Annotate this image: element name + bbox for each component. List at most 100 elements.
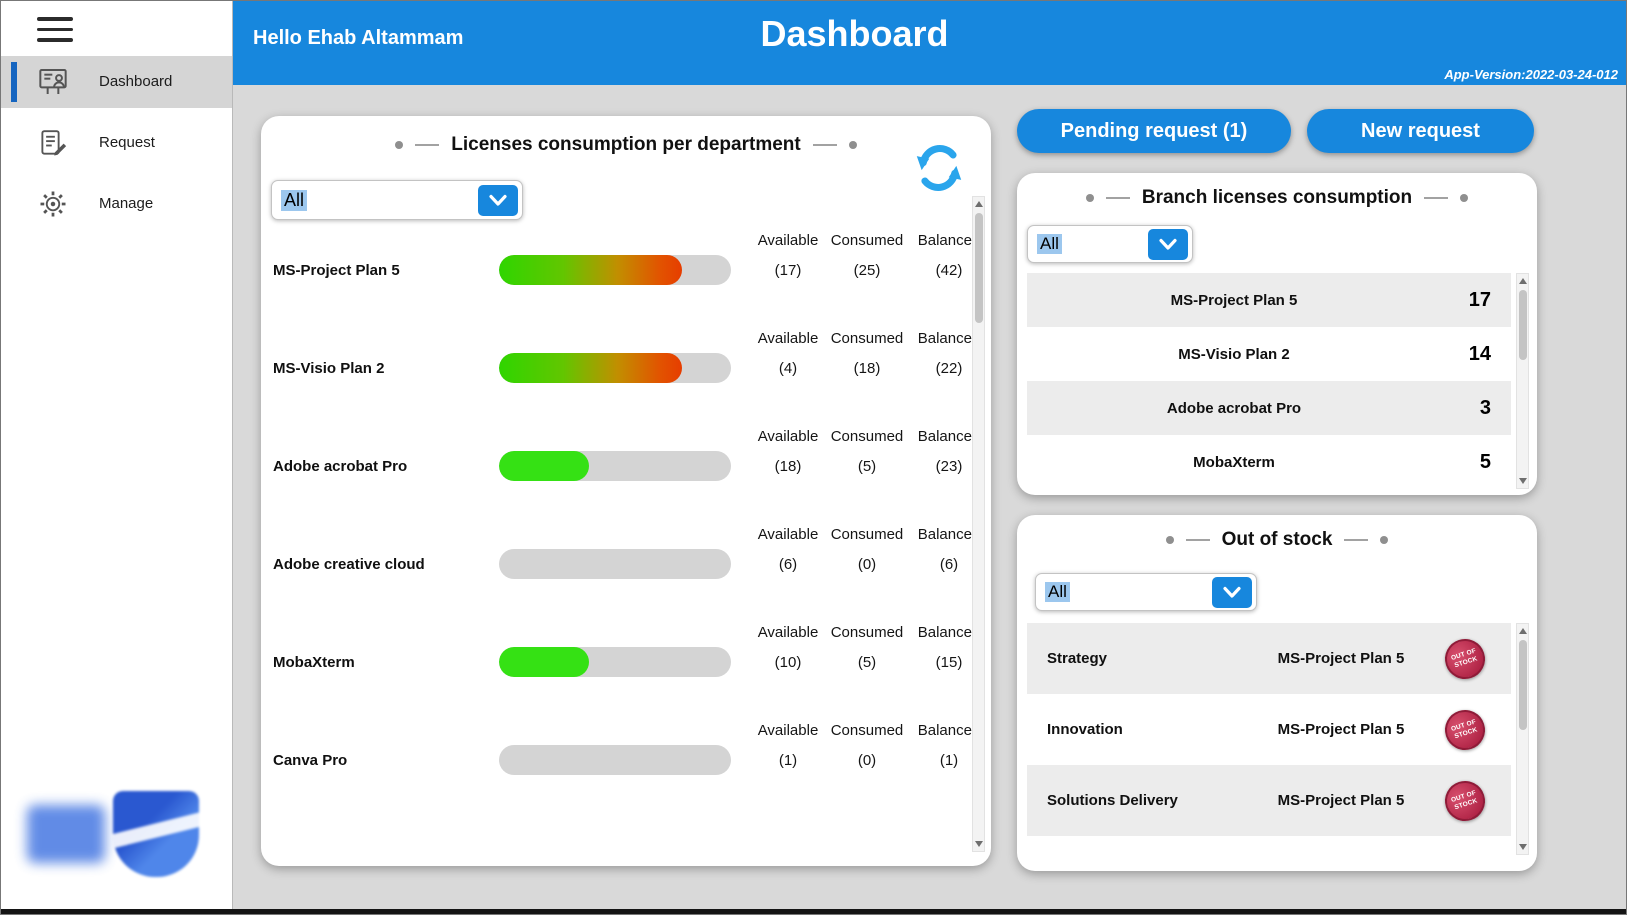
license-progress [499, 647, 749, 677]
progress-track [499, 353, 731, 383]
scroll-up-icon[interactable] [1518, 278, 1527, 284]
branch-license-row: MS-Visio Plan 2 14 [1027, 327, 1511, 381]
page-title: Dashboard [760, 13, 949, 54]
branch-license-list: MS-Project Plan 5 17 MS-Visio Plan 2 14 … [1027, 273, 1511, 489]
license-count: 14 [1468, 342, 1491, 365]
license-count: 17 [1468, 288, 1491, 311]
scrollbar-thumb[interactable] [1518, 640, 1527, 730]
card-title-row: Branch licenses consumption [1017, 187, 1537, 209]
available-value: (1) [778, 751, 798, 769]
column-consumed: Consumed [830, 428, 904, 445]
license-row: MS-Visio Plan 2 Available Consumed Balan… [273, 326, 980, 388]
scrollbar[interactable] [1516, 623, 1529, 855]
dropdown-selected-value: All [1045, 582, 1070, 602]
sidebar-item-manage[interactable]: Manage [1, 178, 232, 230]
consumed-value: (0) [857, 555, 877, 573]
title-dot [1085, 194, 1094, 202]
license-name: MobaXterm [1193, 453, 1275, 471]
title-line [1105, 197, 1130, 199]
column-balanced: Balanced [917, 428, 981, 445]
hamburger-menu-icon[interactable] [37, 17, 77, 42]
scroll-down-icon[interactable] [1518, 478, 1527, 484]
progress-track [499, 549, 731, 579]
chevron-down-icon[interactable] [1212, 576, 1252, 608]
available-value: (10) [774, 653, 802, 671]
license-name: MS-Project Plan 5 [1277, 792, 1405, 809]
title-line [1344, 539, 1369, 541]
out-of-stock-stamp-icon: OUT OF STOCK [1439, 633, 1491, 684]
scroll-up-icon[interactable] [1518, 628, 1527, 634]
balanced-value: (1) [939, 751, 959, 769]
title-dot [1460, 194, 1469, 202]
pending-request-button[interactable]: Pending request (1) [1017, 109, 1291, 153]
top-bar: Hello Ehab Altammam Dashboard App-Versio… [233, 1, 1626, 85]
out-of-stock-card: Out of stock All Strategy MS-Project Pla… [1017, 515, 1537, 871]
balanced-value: (42) [935, 261, 963, 279]
balanced-value: (22) [935, 359, 963, 377]
available-value: (6) [778, 555, 798, 573]
card-title-row: Licenses consumption per department [261, 134, 991, 156]
user-greeting: Hello Ehab Altammam [253, 27, 464, 49]
license-name: Adobe acrobat Pro [273, 457, 408, 475]
department-filter-dropdown[interactable]: All [271, 180, 523, 220]
license-progress [499, 549, 749, 579]
new-request-button[interactable]: New request [1307, 109, 1534, 153]
title-line [415, 144, 440, 146]
column-consumed: Consumed [830, 722, 904, 739]
scrollbar[interactable] [1516, 273, 1529, 489]
column-consumed: Consumed [830, 330, 904, 347]
branch-licenses-card: Branch licenses consumption All MS-Proje… [1017, 173, 1537, 495]
license-count: 5 [1479, 450, 1491, 473]
title-line [1185, 539, 1210, 541]
card-title: Branch licenses consumption [1141, 187, 1413, 208]
sidebar-item-request[interactable]: Request [1, 117, 232, 169]
column-available: Available [757, 526, 819, 543]
column-balanced: Balanced [917, 232, 981, 249]
license-name: MS-Project Plan 5 [1277, 721, 1405, 738]
progress-fill [499, 647, 590, 677]
progress-track [499, 647, 731, 677]
available-value: (4) [778, 359, 798, 377]
scroll-down-icon[interactable] [974, 841, 983, 847]
scrollbar[interactable] [972, 196, 985, 852]
progress-track [499, 255, 731, 285]
consumed-value: (5) [857, 653, 877, 671]
scrollbar-thumb[interactable] [1518, 290, 1527, 360]
branch-filter-dropdown[interactable]: All [1027, 225, 1193, 263]
scroll-down-icon[interactable] [1518, 844, 1527, 850]
available-value: (18) [774, 457, 802, 475]
branch-license-row: MobaXterm 5 [1027, 435, 1511, 489]
license-name: MS-Project Plan 5 [1170, 291, 1298, 309]
license-row: MS-Project Plan 5 Available Consumed Bal… [273, 228, 980, 290]
balanced-value: (15) [935, 653, 963, 671]
scroll-up-icon[interactable] [974, 201, 983, 207]
progress-fill [499, 451, 590, 481]
sidebar-item-label: Request [99, 134, 155, 151]
license-name: MS-Visio Plan 2 [273, 359, 385, 377]
department-name: Solutions Delivery [1047, 792, 1178, 809]
license-progress [499, 255, 749, 285]
balanced-value: (6) [939, 555, 959, 573]
title-line [1424, 197, 1449, 199]
branch-license-row: Adobe acrobat Pro 3 [1027, 381, 1511, 435]
license-row: Adobe creative cloud Available Consumed … [273, 522, 980, 584]
sidebar-item-dashboard[interactable]: Dashboard [1, 55, 232, 108]
dropdown-selected-value: All [1037, 234, 1062, 254]
company-logo [27, 788, 217, 880]
logo-text-mark [27, 805, 105, 863]
refresh-icon[interactable] [913, 142, 965, 194]
chevron-down-icon[interactable] [1148, 228, 1188, 260]
progress-fill [499, 255, 683, 285]
title-dot [1380, 536, 1389, 544]
sidebar-item-label: Dashboard [99, 73, 173, 90]
chevron-down-icon[interactable] [478, 184, 518, 216]
column-available: Available [757, 330, 819, 347]
scrollbar-thumb[interactable] [974, 213, 983, 323]
out-of-stock-filter-dropdown[interactable]: All [1035, 573, 1257, 611]
request-icon [33, 125, 73, 161]
balanced-value: (23) [935, 457, 963, 475]
column-available: Available [757, 624, 819, 641]
license-row: Canva Pro Available Consumed Balanced (1… [273, 718, 980, 780]
out-of-stock-list: Strategy MS-Project Plan 5 OUT OF STOCK … [1027, 623, 1511, 836]
